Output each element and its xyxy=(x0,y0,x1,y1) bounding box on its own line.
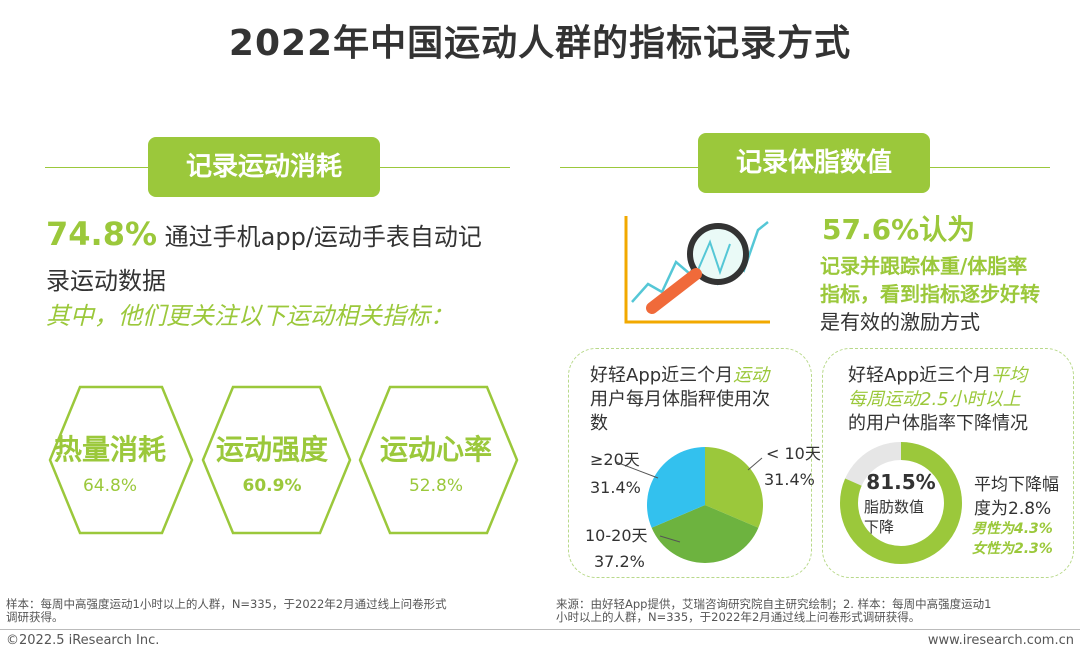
copyright: ©2022.5 iResearch Inc. xyxy=(6,633,160,648)
donut-title-3: 每周运动2.5小时以上 xyxy=(848,389,1021,410)
page-title: 2022年中国运动人群的指标记录方式 xyxy=(228,23,852,64)
pie-title-3: 用户每月体脂秤使用次 xyxy=(590,389,770,410)
pie-value-b: 31.4% xyxy=(764,470,815,489)
right-line-3: 是有效的激励方式 xyxy=(820,310,980,334)
pie-leaders xyxy=(615,457,763,543)
footnote-left-1: 样本：每周中高强度运动1小时以上的人群，N=335，于2022年2月通过线上问卷… xyxy=(6,597,447,611)
left-desc-1: 通过手机app/运动手表自动记 xyxy=(164,223,482,251)
donut-side-l3: 男性为4.3% xyxy=(972,521,1053,537)
hexagon-1 xyxy=(48,385,194,535)
right-line-1: 记录并跟踪体重/体脂率 xyxy=(820,254,1028,278)
pie-label-a: ≥20天 xyxy=(590,450,640,469)
pie-slice-1 xyxy=(705,447,763,528)
metric-pct-1: 64.8% xyxy=(82,476,137,496)
pie-value-a: 31.4% xyxy=(590,478,641,497)
pie-title-1: 好轻App近三个月 xyxy=(590,365,734,386)
metric-label-2: 运动强度 xyxy=(215,433,328,466)
donut-title-4: 的用户体脂率下降情况 xyxy=(848,413,1028,434)
hexagon-3 xyxy=(358,385,519,535)
donut-center-pct: 81.5% xyxy=(866,470,936,494)
pie-label-c: 10-20天 xyxy=(585,526,648,545)
donut-value-arc xyxy=(840,442,962,564)
pie-card-title: 好轻App近三个月运动 用户每月体脂秤使用次 数 xyxy=(590,364,805,436)
metric-pct-2: 60.9% xyxy=(242,476,302,496)
pie-chart xyxy=(647,447,763,563)
hexagon-group xyxy=(48,385,519,535)
footnote-right-2: 小时以上的人群，N=335，于2022年2月通过线上问卷形式调研获得。 xyxy=(556,610,921,624)
hexagon-2 xyxy=(201,385,352,535)
metric-label-1: 热量消耗 xyxy=(53,433,166,466)
pie-slice-3 xyxy=(647,447,705,528)
footnote-right: 来源：由好轻App提供，艾瑞咨询研究院自主研究绘制；2. 样本：每周中高强度运动… xyxy=(556,598,1076,624)
footer-line xyxy=(0,629,1080,630)
donut-title-1: 好轻App近三个月 xyxy=(848,365,992,386)
tag-exercise-consumption: 记录运动消耗 xyxy=(148,137,380,197)
website[interactable]: www.iresearch.com.cn xyxy=(927,633,1074,648)
donut-side-l1: 平均下降幅 xyxy=(974,475,1059,495)
pie-title-2: 运动 xyxy=(733,365,770,386)
left-desc-2: 录运动数据 xyxy=(46,267,166,295)
donut-card-title: 好轻App近三个月平均 每周运动2.5小时以上 的用户体脂率下降情况 xyxy=(848,364,1068,436)
metric-label-3: 运动心率 xyxy=(379,433,492,466)
trend-magnifier-icon xyxy=(624,216,770,324)
left-subtitle: 其中，他们更关注以下运动相关指标： xyxy=(46,302,454,330)
donut-side-l2: 度为2.8% xyxy=(974,499,1052,519)
left-pct: 74.8% xyxy=(46,215,158,253)
pie-value-c: 37.2% xyxy=(594,552,645,571)
donut-center-l1: 脂肪数值 xyxy=(864,498,925,516)
donut-center-l2: 下降 xyxy=(864,518,895,536)
donut-title-2: 平均 xyxy=(991,365,1028,386)
footnote-left: 样本：每周中高强度运动1小时以上的人群，N=335，于2022年2月通过线上问卷… xyxy=(6,598,546,624)
right-line-2: 指标，看到指标逐步好转 xyxy=(820,282,1040,306)
pie-title-4: 数 xyxy=(590,413,608,434)
donut-chart xyxy=(840,442,962,564)
pie-label-b: < 10天 xyxy=(766,444,821,463)
tag-body-fat: 记录体脂数值 xyxy=(698,133,930,193)
left-headline: 74.8% 通过手机app/运动手表自动记 录运动数据 xyxy=(46,212,566,303)
pie-slice-2 xyxy=(651,505,759,563)
donut-side-l4: 女性为2.3% xyxy=(972,541,1053,557)
metric-pct-3: 52.8% xyxy=(408,476,463,496)
right-pct-line: 57.6%认为 xyxy=(822,213,976,246)
footnote-right-1: 来源：由好轻App提供，艾瑞咨询研究院自主研究绘制；2. 样本：每周中高强度运动… xyxy=(556,597,992,611)
footnote-left-2: 调研获得。 xyxy=(6,610,64,624)
